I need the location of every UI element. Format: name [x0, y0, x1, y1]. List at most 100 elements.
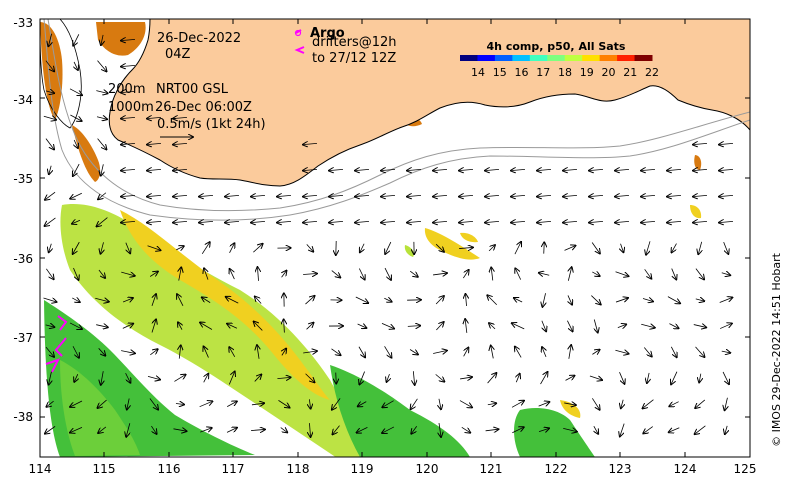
x-tick-label: 125	[734, 462, 757, 476]
current-vector-arrow	[563, 221, 578, 222]
current-vector-arrow	[96, 325, 108, 328]
current-vector-arrow	[43, 116, 56, 120]
current-vector-arrow	[435, 243, 444, 252]
current-vector-arrow	[641, 169, 656, 170]
current-vector-arrow	[511, 221, 526, 222]
current-vector-arrow	[151, 425, 156, 434]
current-vector-arrow	[305, 296, 314, 305]
current-vector-arrow	[615, 271, 629, 276]
current-vector-arrow	[459, 221, 474, 222]
current-vector-arrow	[564, 403, 576, 405]
current-vector-arrow	[97, 60, 106, 72]
current-vector-arrow	[594, 426, 598, 434]
current-vector-arrow	[413, 371, 414, 385]
current-vector-arrow	[433, 351, 447, 354]
current-vector-arrow	[439, 398, 441, 409]
current-vector-arrow	[667, 169, 682, 170]
current-vector-arrow	[384, 346, 392, 357]
current-vector-arrow	[669, 427, 680, 433]
current-vector-arrow	[48, 33, 51, 47]
current-vector-arrow	[357, 426, 368, 432]
current-vector-arrow	[147, 195, 162, 196]
scale-vector-label: 0.5m/s (1kt 24h)	[157, 117, 266, 132]
current-vector-arrow	[491, 346, 494, 359]
current-vector-arrow	[329, 221, 344, 222]
current-vector-arrow	[620, 423, 625, 437]
current-vector-arrow	[173, 143, 188, 144]
y-tick-label: -38	[13, 410, 33, 424]
current-vector-arrow	[69, 88, 82, 95]
current-vector-arrow	[149, 398, 158, 409]
current-vector-arrow	[70, 427, 83, 432]
current-vector-arrow	[537, 195, 552, 196]
current-vector-arrow	[329, 195, 344, 196]
colorbar-swatch	[494, 55, 513, 61]
current-vector-arrow	[647, 372, 649, 383]
current-vector-arrow	[538, 428, 549, 431]
current-vector-arrow	[538, 402, 550, 406]
current-vector-arrow	[204, 268, 208, 280]
current-vector-arrow	[95, 298, 108, 301]
current-vector-arrow	[615, 195, 630, 196]
y-tick-label: -37	[13, 331, 33, 345]
colorbar-tick-label: 22	[645, 66, 659, 79]
current-vector-arrow	[251, 403, 264, 405]
current-vector-arrow	[303, 274, 317, 275]
colorbar-tick-label: 20	[602, 66, 616, 79]
current-vector-arrow	[309, 423, 310, 437]
current-vector-arrow	[387, 374, 390, 382]
current-vector-arrow	[564, 246, 576, 251]
current-vector-arrow	[358, 401, 367, 407]
current-vector-arrow	[542, 320, 546, 332]
current-vector-arrow	[409, 349, 418, 355]
current-vector-arrow	[96, 117, 107, 119]
current-vector-arrow	[74, 61, 78, 70]
argo-marker-icon	[294, 29, 302, 37]
current-vector-arrow	[199, 401, 213, 408]
plot-frame	[39, 18, 751, 458]
current-vector-arrow	[121, 272, 134, 276]
colorbar-swatch	[564, 55, 583, 61]
current-vector-arrow	[719, 323, 732, 329]
current-vector-arrow	[621, 243, 624, 253]
current-vector-arrow	[568, 267, 571, 281]
current-vector-arrow	[619, 371, 624, 384]
current-vector-arrow	[381, 169, 396, 170]
current-vector-arrow	[277, 377, 290, 378]
current-vector-arrow	[177, 294, 184, 306]
current-vector-arrow	[695, 299, 704, 301]
current-vector-arrow	[147, 143, 162, 144]
current-vector-arrow	[45, 91, 54, 93]
current-vector-arrow	[721, 273, 730, 275]
current-vector-arrow	[358, 346, 365, 357]
current-vector-arrow	[487, 403, 496, 405]
current-vector-arrow	[485, 169, 500, 170]
y-tick-label: -35	[13, 172, 33, 186]
current-vector-arrow	[514, 242, 521, 255]
current-vector-arrow	[204, 374, 209, 383]
isobaths	[43, 19, 750, 221]
current-vector-arrow	[125, 373, 131, 383]
colorbar-tick-label: 17	[536, 66, 550, 79]
current-vector-arrow	[45, 426, 56, 433]
current-vector-arrow	[615, 298, 628, 303]
current-vector-arrow	[73, 34, 80, 45]
current-vector-arrow	[121, 221, 136, 222]
current-vector-arrow	[226, 428, 237, 433]
current-vector-arrow	[121, 39, 136, 40]
drifters-label-line2: to 27/12 12Z	[312, 51, 396, 66]
current-vector-arrow	[73, 241, 80, 254]
current-vector-arrow	[460, 377, 472, 379]
x-tick-label: 120	[416, 462, 439, 476]
current-vector-arrow	[332, 425, 340, 435]
current-vector-arrow	[225, 221, 240, 222]
current-vector-arrow	[151, 319, 156, 333]
current-vector-arrow	[179, 345, 180, 359]
current-vector-arrow	[176, 246, 184, 250]
current-vector-arrow	[592, 350, 599, 355]
current-vector-arrow	[693, 195, 708, 196]
current-vector-arrow	[487, 373, 497, 384]
current-vector-arrow	[407, 195, 422, 196]
current-vector-arrow	[487, 295, 497, 306]
current-vector-arrow	[409, 270, 418, 277]
